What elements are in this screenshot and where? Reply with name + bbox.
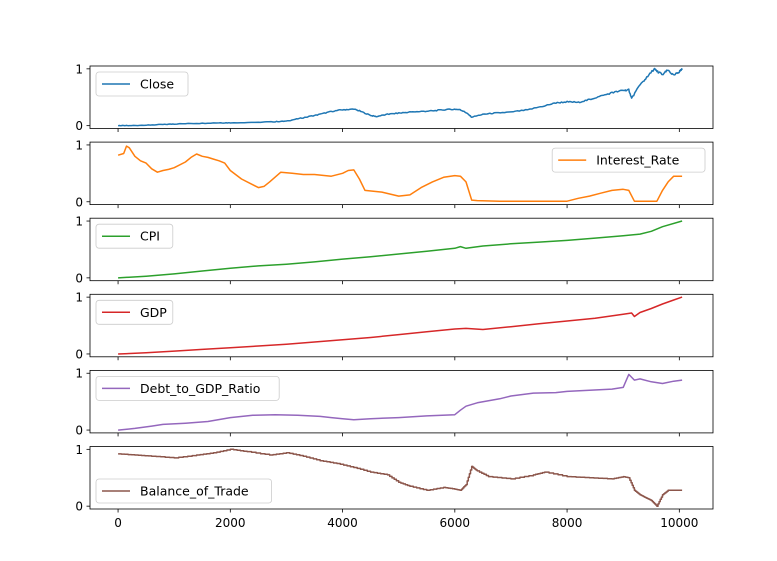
legend-box [95, 299, 174, 325]
axes-frame [89, 217, 714, 282]
y-tick-label: 1 [75, 443, 83, 457]
legend-box [95, 71, 189, 97]
subplot-debt-to-gdp-ratio: 0 1 Debt_to_GDP_Ratio [75, 367, 714, 438]
y-tick-label: 0 [75, 271, 83, 285]
legend: GDP [95, 299, 174, 325]
subplot-gdp: 0 1 GDP [75, 291, 714, 361]
legend: CPI [95, 223, 174, 249]
legend-label: Close [140, 77, 174, 92]
legend: Debt_to_GDP_Ratio [95, 375, 280, 401]
legend-label: Balance_of_Trade [140, 484, 249, 499]
axes-frame [89, 65, 714, 129]
legend: Interest_Rate [551, 147, 706, 173]
axes-frame [89, 446, 714, 510]
axes-frame [89, 369, 714, 434]
y-tick-label: 0 [75, 119, 83, 133]
y-tick-label: 1 [75, 291, 83, 305]
legend: Balance_of_Trade [95, 478, 273, 504]
series-line-close [117, 67, 683, 127]
subplot-close: 0 1 Close [75, 62, 714, 133]
legend-box [551, 147, 706, 173]
legend-label: Debt_to_GDP_Ratio [140, 381, 260, 396]
y-tick-label: 1 [75, 138, 83, 152]
legend-box [95, 375, 280, 401]
y-tick-label: 1 [75, 367, 83, 381]
axes-frame [89, 293, 714, 358]
legend-box [95, 223, 174, 249]
axes-frame [89, 141, 714, 206]
x-tick-label: 10000 [660, 516, 698, 530]
series-line-debt-to-gdp-ratio [118, 373, 683, 431]
y-tick-label: 1 [75, 62, 83, 76]
series-line-gdp [118, 296, 683, 355]
legend: Close [95, 71, 189, 97]
x-tick-label: 8000 [552, 516, 583, 530]
y-tick-label: 1 [75, 215, 83, 229]
y-tick-label: 0 [75, 347, 83, 361]
series-line-cpi [118, 220, 683, 279]
series-line-interest-rate [117, 145, 683, 202]
y-tick-label: 0 [75, 424, 83, 438]
legend-label: Interest_Rate [596, 153, 679, 168]
subplot-balance-of-trade: 0 1 0 2000 4000 6000 8000 10000 Balance_of_Trade [75, 443, 714, 530]
subplot-cpi: 0 1 CPI [75, 215, 714, 285]
x-tick-label: 2000 [215, 516, 246, 530]
subplots: 0 1 Close 0 1 Interest_Rate 0 1 CPI 0 1 GDP 0 1 Debt_t… [75, 62, 714, 530]
x-tick-label: 0 [114, 516, 122, 530]
legend-label: CPI [140, 229, 160, 244]
y-tick-label: 0 [75, 500, 83, 514]
subplot-interest-rate: 0 1 Interest_Rate [75, 138, 714, 209]
y-tick-label: 0 [75, 195, 83, 209]
x-tick-label: 6000 [440, 516, 471, 530]
legend-label: GDP [140, 305, 167, 320]
legend-box [95, 478, 273, 504]
x-tick-label: 4000 [327, 516, 358, 530]
series-line-balance-of-trade [118, 448, 683, 507]
